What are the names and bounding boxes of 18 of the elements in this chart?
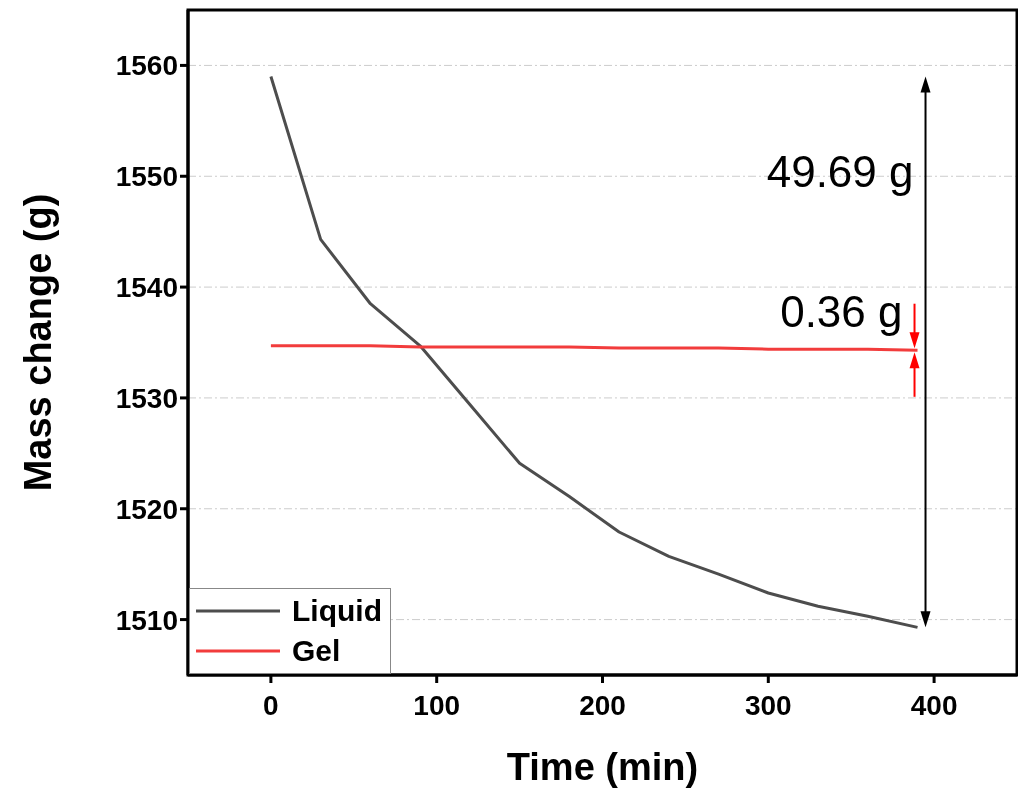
y-tick-label: 1540 [115, 272, 178, 304]
x-tick-label: 300 [744, 689, 792, 721]
y-axis-title: Mass change (g) [17, 193, 60, 492]
y-tick-label: 1510 [115, 604, 178, 636]
annotation: 49.69 g [766, 147, 914, 197]
x-tick-label: 100 [413, 689, 461, 721]
legend-label: Liquid [292, 593, 382, 629]
x-axis-title: Time (min) [506, 746, 699, 788]
y-tick-label: 1530 [115, 382, 178, 414]
y-tick-label: 1550 [115, 161, 178, 193]
annotation: 0.36 g [780, 286, 903, 336]
legend-label: Gel [292, 633, 341, 669]
x-tick-label: 400 [910, 689, 958, 721]
x-tick-label: 200 [579, 689, 626, 721]
y-tick-label: 1560 [115, 50, 178, 82]
y-tick-label: 1520 [115, 493, 178, 525]
x-tick-label: 0 [263, 689, 279, 721]
line-series [269, 75, 920, 629]
